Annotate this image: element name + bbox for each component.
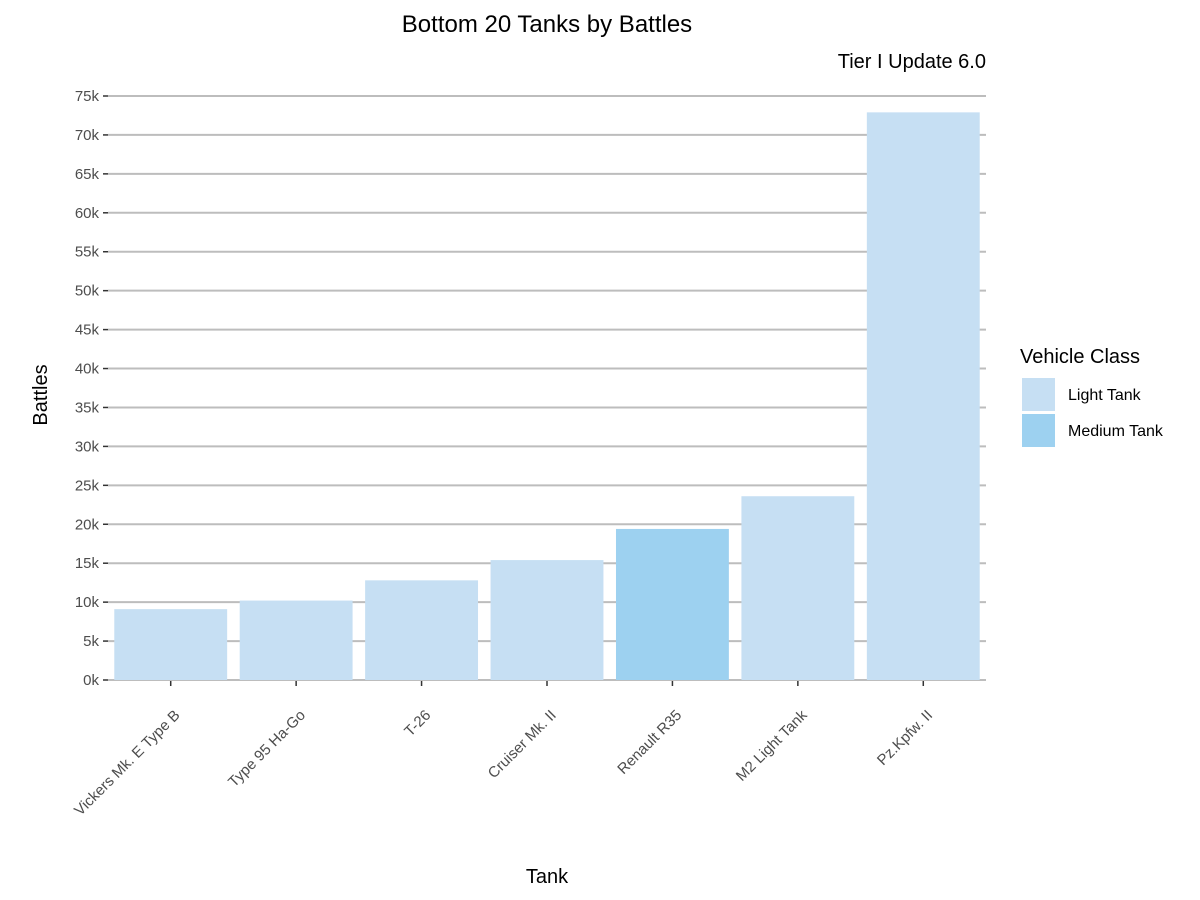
y-tick-label: 10k [75, 594, 100, 611]
x-tick-label: M2 Light Tank [733, 706, 811, 784]
bar [239, 600, 353, 680]
y-tick-label: 75k [75, 88, 100, 105]
y-axis-ticks: 0k 5k 10k 15k 20k 25k 30k 35k 40k 45k 50k 55k 60k 65k… [75, 88, 108, 689]
y-tick-label: 65k [75, 166, 100, 183]
legend: Vehicle Class Light Tank Medium Tank [1020, 346, 1164, 447]
chart-subtitle: Tier I Update 6.0 [838, 51, 986, 73]
bars [114, 112, 980, 681]
x-axis-title: Tank [526, 866, 569, 888]
legend-label: Light Tank [1068, 387, 1142, 404]
x-axis-ticks: Vickers Mk. E Type B Type 95 Ha-Go T-26 Cru… [71, 681, 936, 819]
bar [615, 528, 729, 680]
x-tick-label: Pz.Kpfw. II [874, 707, 936, 769]
x-tick-label: T-26 [401, 707, 434, 740]
y-gridlines [108, 95, 986, 681]
x-tick-label: Cruiser Mk. II [485, 707, 560, 782]
y-tick-label: 60k [75, 205, 100, 222]
y-tick-label: 20k [75, 516, 100, 533]
legend-title: Vehicle Class [1020, 346, 1140, 368]
legend-swatch [1022, 414, 1055, 447]
chart-title: Bottom 20 Tanks by Battles [402, 11, 692, 38]
bar [490, 560, 604, 680]
y-tick-label: 15k [75, 555, 100, 572]
y-tick-label: 50k [75, 283, 100, 300]
y-tick-label: 35k [75, 399, 100, 416]
x-tick-label: Type 95 Ha-Go [225, 707, 309, 791]
y-tick-label: 55k [75, 244, 100, 261]
y-tick-label: 45k [75, 322, 100, 339]
bar [114, 609, 228, 680]
y-tick-label: 40k [75, 361, 100, 378]
y-tick-label: 0k [83, 672, 99, 689]
bar [365, 580, 479, 680]
y-tick-label: 30k [75, 438, 100, 455]
bar [741, 496, 855, 680]
x-tick-label: Renault R35 [614, 707, 685, 778]
legend-swatch [1022, 378, 1055, 411]
y-tick-label: 5k [83, 633, 99, 650]
x-tick-label: Vickers Mk. E Type B [71, 707, 183, 819]
y-tick-label: 25k [75, 477, 100, 494]
legend-label: Medium Tank [1068, 423, 1164, 440]
y-axis-title: Battles [30, 364, 52, 425]
y-tick-label: 70k [75, 127, 100, 144]
bar [866, 112, 980, 681]
